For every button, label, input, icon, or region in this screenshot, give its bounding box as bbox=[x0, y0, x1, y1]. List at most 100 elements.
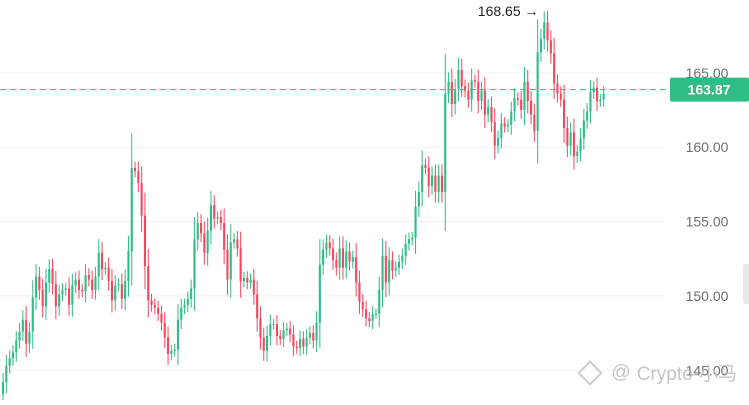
candle[interactable] bbox=[500, 113, 503, 149]
candle[interactable] bbox=[180, 298, 183, 330]
candle[interactable] bbox=[579, 128, 582, 162]
candle[interactable] bbox=[219, 209, 222, 231]
candle[interactable] bbox=[8, 350, 11, 374]
candle[interactable] bbox=[223, 208, 226, 265]
candle[interactable] bbox=[450, 68, 453, 118]
candle[interactable] bbox=[526, 69, 529, 114]
candle[interactable] bbox=[249, 273, 252, 289]
candle[interactable] bbox=[384, 241, 387, 298]
candle[interactable] bbox=[427, 156, 430, 198]
candle[interactable] bbox=[130, 133, 133, 286]
candle[interactable] bbox=[351, 250, 354, 269]
candle[interactable] bbox=[94, 266, 97, 300]
candle[interactable] bbox=[190, 279, 193, 308]
axis-scroll-handle[interactable] bbox=[743, 264, 749, 304]
candle[interactable] bbox=[589, 80, 592, 124]
candle[interactable] bbox=[477, 69, 480, 114]
candle[interactable] bbox=[563, 84, 566, 143]
candle[interactable] bbox=[38, 266, 41, 300]
candle[interactable] bbox=[490, 96, 493, 133]
candle[interactable] bbox=[84, 264, 87, 303]
candle[interactable] bbox=[308, 326, 311, 345]
candle[interactable] bbox=[54, 271, 57, 320]
candle[interactable] bbox=[213, 195, 216, 229]
candle[interactable] bbox=[28, 322, 31, 353]
candle[interactable] bbox=[325, 234, 328, 258]
candle[interactable] bbox=[295, 340, 298, 354]
candle[interactable] bbox=[127, 235, 130, 297]
candle[interactable] bbox=[341, 236, 344, 280]
candle[interactable] bbox=[35, 264, 38, 310]
candle[interactable] bbox=[345, 240, 348, 279]
candle[interactable] bbox=[173, 343, 176, 357]
candle[interactable] bbox=[388, 247, 391, 296]
candle[interactable] bbox=[262, 327, 265, 361]
candle[interactable] bbox=[391, 251, 394, 280]
candle[interactable] bbox=[110, 269, 113, 313]
candle[interactable] bbox=[71, 273, 74, 317]
candle[interactable] bbox=[292, 325, 295, 356]
candle[interactable] bbox=[596, 77, 599, 112]
candle[interactable] bbox=[68, 277, 71, 316]
candle[interactable] bbox=[58, 285, 61, 316]
candle[interactable] bbox=[543, 11, 546, 50]
candle[interactable] bbox=[140, 166, 143, 233]
last-price-tag[interactable] bbox=[670, 77, 749, 102]
candle[interactable] bbox=[440, 164, 443, 203]
candle[interactable] bbox=[64, 282, 67, 296]
candle[interactable] bbox=[233, 233, 236, 249]
candle[interactable] bbox=[256, 280, 259, 332]
candle[interactable] bbox=[183, 298, 186, 315]
candle[interactable] bbox=[101, 241, 104, 281]
candle[interactable] bbox=[315, 311, 318, 352]
candle[interactable] bbox=[170, 344, 173, 361]
candle[interactable] bbox=[549, 30, 552, 64]
candle[interactable] bbox=[434, 164, 437, 203]
candle[interactable] bbox=[355, 243, 358, 297]
candle[interactable] bbox=[460, 58, 463, 98]
candle[interactable] bbox=[480, 81, 483, 110]
candle[interactable] bbox=[358, 270, 361, 314]
candle[interactable] bbox=[87, 268, 90, 287]
candle[interactable] bbox=[305, 329, 308, 355]
candle[interactable] bbox=[275, 314, 278, 346]
candle[interactable] bbox=[401, 248, 404, 269]
candle[interactable] bbox=[368, 311, 371, 328]
candle[interactable] bbox=[523, 66, 526, 126]
candle[interactable] bbox=[193, 217, 196, 311]
candle[interactable] bbox=[302, 331, 305, 355]
candle[interactable] bbox=[464, 79, 467, 98]
candle[interactable] bbox=[153, 298, 156, 315]
candle[interactable] bbox=[493, 108, 496, 160]
candle[interactable] bbox=[266, 325, 269, 362]
candle[interactable] bbox=[335, 252, 338, 276]
candle[interactable] bbox=[328, 235, 331, 256]
candle[interactable] bbox=[285, 322, 288, 336]
candle[interactable] bbox=[176, 304, 179, 366]
candle[interactable] bbox=[203, 221, 206, 265]
candle[interactable] bbox=[282, 321, 285, 348]
candle[interactable] bbox=[374, 308, 377, 319]
candle[interactable] bbox=[61, 283, 64, 302]
candle[interactable] bbox=[348, 242, 351, 271]
candle[interactable] bbox=[160, 305, 163, 332]
candle[interactable] bbox=[398, 254, 401, 275]
candle[interactable] bbox=[25, 306, 28, 358]
candle[interactable] bbox=[117, 278, 120, 292]
candle[interactable] bbox=[236, 231, 239, 257]
candle[interactable] bbox=[18, 323, 21, 349]
candle[interactable] bbox=[381, 238, 384, 308]
candle[interactable] bbox=[497, 130, 500, 154]
candle[interactable] bbox=[226, 234, 229, 296]
candle[interactable] bbox=[167, 326, 170, 365]
candle[interactable] bbox=[467, 82, 470, 108]
candle[interactable] bbox=[163, 312, 166, 348]
candle[interactable] bbox=[312, 325, 315, 349]
candle[interactable] bbox=[289, 321, 292, 342]
candle[interactable] bbox=[44, 268, 47, 320]
candle[interactable] bbox=[414, 190, 417, 255]
candle[interactable] bbox=[566, 116, 569, 158]
candle[interactable] bbox=[91, 270, 94, 299]
candle[interactable] bbox=[411, 232, 414, 246]
